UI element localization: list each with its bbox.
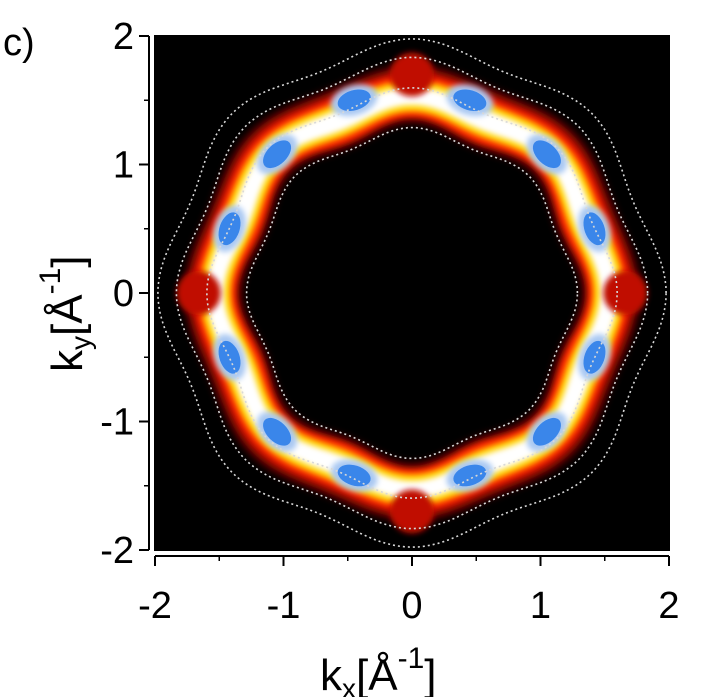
x-tick-label: -2	[138, 585, 172, 627]
hotspot-blue-core	[218, 340, 241, 374]
plot-area	[154, 35, 670, 551]
y-axis-label-main: k	[43, 349, 92, 372]
contour-3	[245, 126, 579, 460]
hotspot-blue-8	[256, 411, 298, 452]
hotspot-blue-0	[330, 84, 378, 117]
x-tick-label: 2	[658, 585, 679, 627]
hotspot-blue-6	[213, 334, 246, 381]
hotspot-blue-core	[263, 140, 292, 169]
hotspot-blue-core	[453, 464, 487, 487]
y-tick-label: -2	[100, 530, 134, 572]
y-axis-label: ky[Å-1]	[34, 256, 96, 373]
x-axis-label-sub: x	[342, 673, 356, 697]
hotspot-blue-core	[263, 417, 292, 446]
x-tick-label: 1	[530, 585, 551, 627]
hotspot-blue-10	[330, 459, 378, 492]
hotspot-red-2	[176, 271, 221, 315]
hotspot-blue-core	[453, 89, 487, 112]
x-tick-label: 0	[401, 585, 422, 627]
hotspot-red-3	[603, 271, 648, 315]
panel-label: c)	[3, 22, 35, 64]
y-axis-label-exp: -1	[34, 268, 67, 295]
contour-layer	[157, 38, 667, 548]
hotspot-blue-core	[337, 464, 371, 487]
x-axis-label-unit: [Å	[356, 651, 398, 697]
plot-frame	[154, 35, 670, 551]
x-tick-label: -1	[267, 585, 301, 627]
hotspot-blue-11	[446, 459, 494, 492]
hotspot-blue-5	[578, 205, 611, 252]
hotspot-blue-1	[446, 84, 494, 117]
y-tick-label: 2	[113, 16, 134, 58]
hotspot-blue-2	[256, 134, 298, 175]
x-axis-label-close: ]	[424, 651, 436, 697]
y-tick-label: 1	[113, 145, 134, 187]
y-axis-label-unit: [Å	[43, 294, 92, 336]
hotspot-blue-core	[532, 417, 561, 446]
x-axis-label-main: k	[320, 651, 343, 697]
hotspot-blue-core	[532, 140, 561, 169]
y-axis-label-sub: y	[65, 336, 96, 350]
hotspot-red-0	[390, 52, 434, 97]
axes-layer: -2 -1 0 1 2 -2 -1 0 1 2	[100, 16, 679, 627]
y-axis-label-close: ]	[43, 256, 92, 268]
hotspot-blue-core	[337, 89, 371, 112]
x-axis-label: kx[Å-1]	[320, 642, 437, 697]
contour-2	[157, 38, 667, 548]
y-tick-label: 0	[113, 273, 134, 315]
contour-0	[205, 86, 619, 500]
hotspot-blue-core	[583, 212, 606, 246]
hotspot-blue-3	[526, 134, 568, 175]
hotspot-blue-9	[526, 411, 568, 452]
hotspot-red-1	[390, 489, 434, 534]
y-tick-label: -1	[100, 402, 134, 444]
x-axis-label-exp: -1	[398, 642, 425, 675]
